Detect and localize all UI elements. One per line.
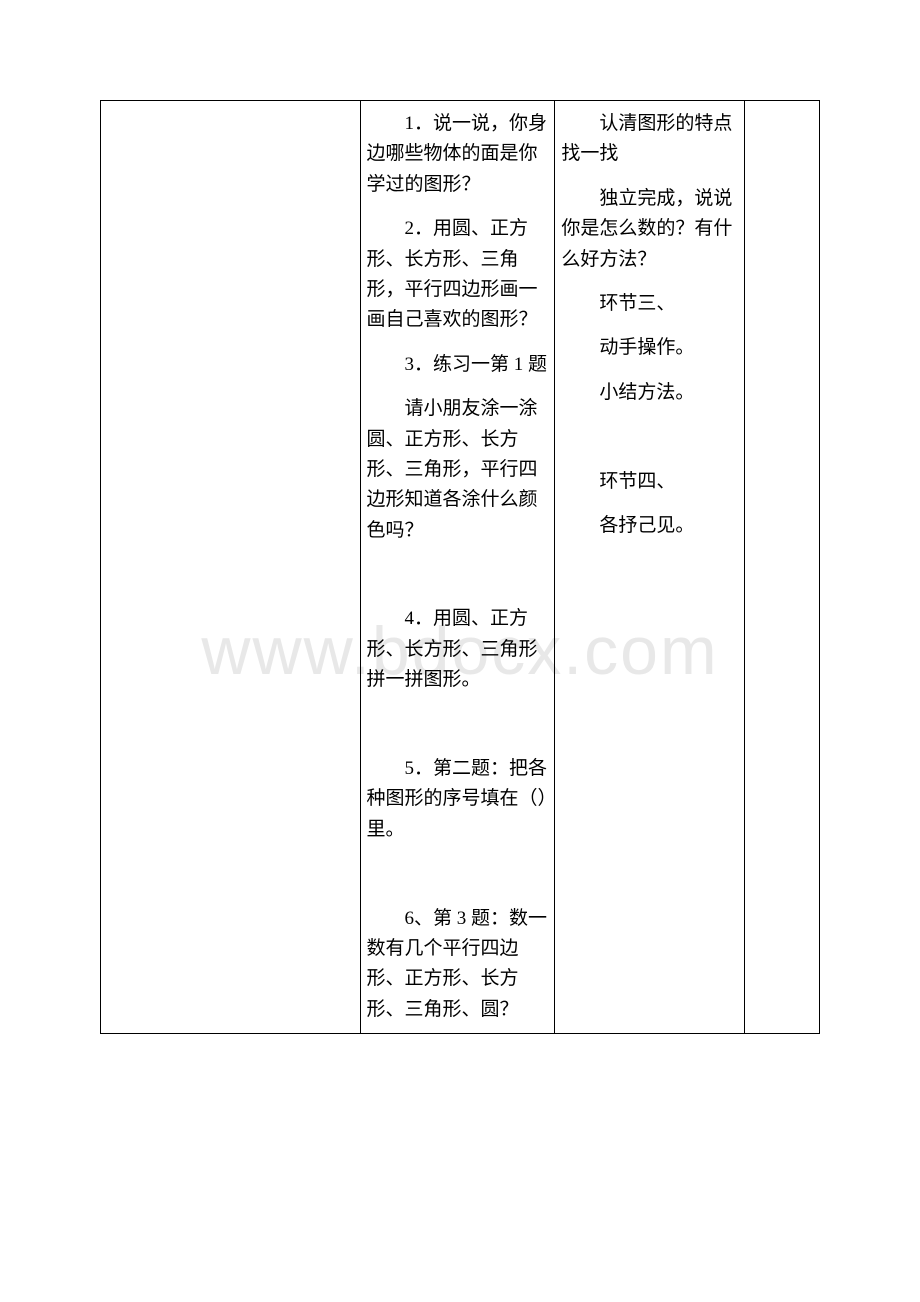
- paragraph: [367, 710, 549, 740]
- paragraph: [367, 560, 549, 590]
- cell-col4: [745, 101, 820, 1034]
- cell-col2: 1．说一说，你身边哪些物体的面是你学过的图形？ 2．用圆、正方形、长方形、三角形…: [360, 101, 555, 1034]
- paragraph: 4．用圆、正方形、长方形、三角形拼一拼图形。: [367, 604, 549, 695]
- paragraph: 2．用圆、正方形、长方形、三角形，平行四边形画一画自己喜欢的图形？: [367, 214, 549, 336]
- paragraph: 1．说一说，你身边哪些物体的面是你学过的图形？: [367, 109, 549, 200]
- paragraph: 环节四、: [561, 467, 738, 497]
- paragraph: 小结方法。: [561, 378, 738, 408]
- paragraph: 6、第 3 题：数一数有几个平行四边形、正方形、长方形、三角形、圆？: [367, 904, 549, 1026]
- paragraph: 5．第二题：把各种图形的序号填在（）里。: [367, 754, 549, 845]
- paragraph: 各抒己见。: [561, 511, 738, 541]
- cell-col3: 认清图形的特点找一找 独立完成，说说你是怎么数的？有什么好方法？ 环节三、 动手…: [555, 101, 745, 1034]
- table-container: 1．说一说，你身边哪些物体的面是你学过的图形？ 2．用圆、正方形、长方形、三角形…: [0, 0, 920, 1034]
- content-table: 1．说一说，你身边哪些物体的面是你学过的图形？ 2．用圆、正方形、长方形、三角形…: [100, 100, 820, 1034]
- paragraph: 动手操作。: [561, 333, 738, 363]
- paragraph: [367, 859, 549, 889]
- paragraph: 独立完成，说说你是怎么数的？有什么好方法？: [561, 184, 738, 275]
- table-row: 1．说一说，你身边哪些物体的面是你学过的图形？ 2．用圆、正方形、长方形、三角形…: [101, 101, 820, 1034]
- paragraph: 环节三、: [561, 289, 738, 319]
- paragraph: [561, 422, 738, 452]
- cell-col1: [101, 101, 361, 1034]
- paragraph: 请小朋友涂一涂圆、正方形、长方形、三角形，平行四边形知道各涂什么颜色吗？: [367, 394, 549, 546]
- paragraph: 认清图形的特点找一找: [561, 109, 738, 170]
- paragraph: 3．练习一第 1 题: [367, 350, 549, 380]
